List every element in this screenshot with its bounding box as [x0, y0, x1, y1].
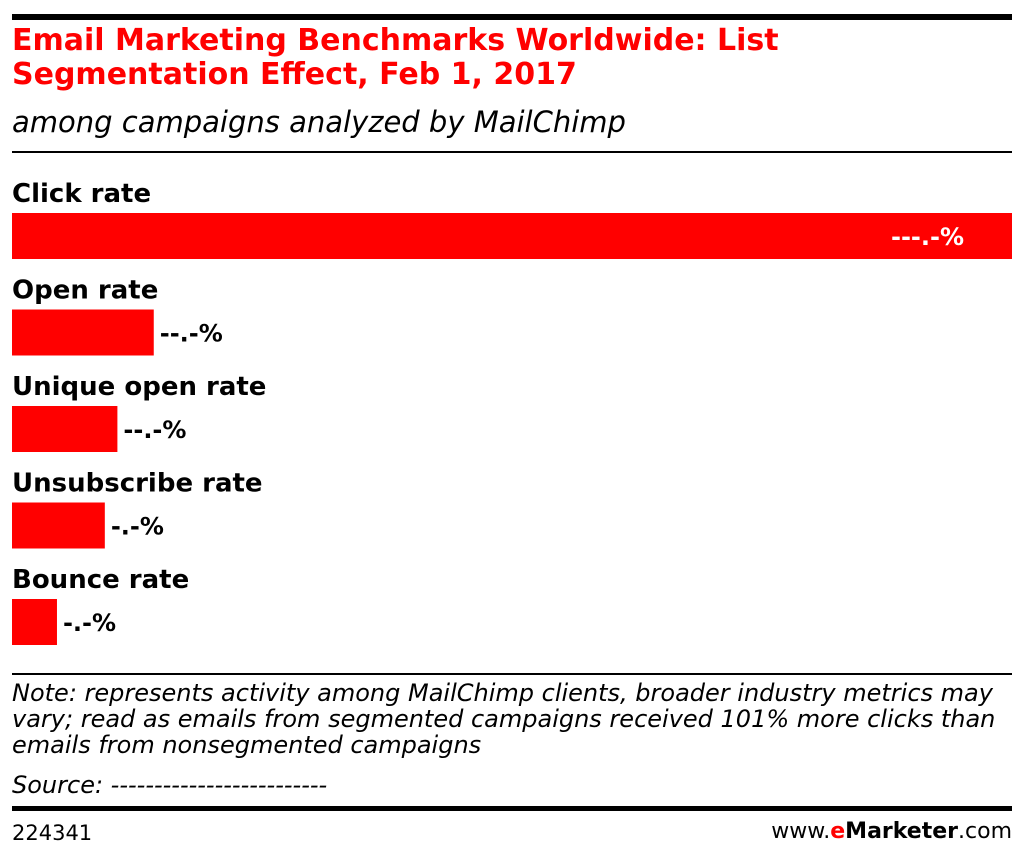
bar: [12, 309, 154, 356]
brand-prefix: www.: [771, 819, 831, 844]
note-rule: [12, 673, 1012, 675]
chart-title: Email Marketing Benchmarks Worldwide: Li…: [12, 23, 779, 92]
category-label: Click rate: [12, 179, 151, 209]
bar: [12, 502, 105, 549]
value-label: --.-%: [123, 416, 186, 444]
chart-id: 224341: [12, 821, 93, 845]
value-label: -.-%: [111, 513, 164, 541]
category-label: Unsubscribe rate: [12, 469, 263, 499]
category-label: Bounce rate: [12, 565, 189, 595]
bar: [12, 213, 1012, 259]
brand-name: Marketer: [845, 819, 959, 844]
chart-note: Note: represents activity among MailChim…: [12, 679, 996, 759]
category-label: Unique open rate: [12, 372, 266, 402]
top-rule: [12, 14, 1012, 20]
value-label: ---.-%: [891, 223, 964, 251]
bar: [12, 406, 118, 452]
chart-source: Source: -------------------------: [12, 771, 328, 799]
value-label: --.-%: [160, 320, 223, 348]
brand-e: e: [830, 819, 846, 844]
bar: [12, 599, 57, 645]
category-label: Open rate: [12, 276, 158, 306]
brand-logo[interactable]: www.eMarketer.com: [771, 818, 1012, 846]
subtitle-rule: [12, 151, 1012, 153]
bar-chart: Click rate---.-%Open rate--.-%Unique ope…: [12, 179, 1012, 645]
bottom-rule: [12, 806, 1012, 811]
chart-subtitle: among campaigns analyzed by MailChimp: [12, 105, 626, 139]
value-label: -.-%: [63, 609, 116, 637]
brand-suffix: .com: [958, 819, 1012, 844]
